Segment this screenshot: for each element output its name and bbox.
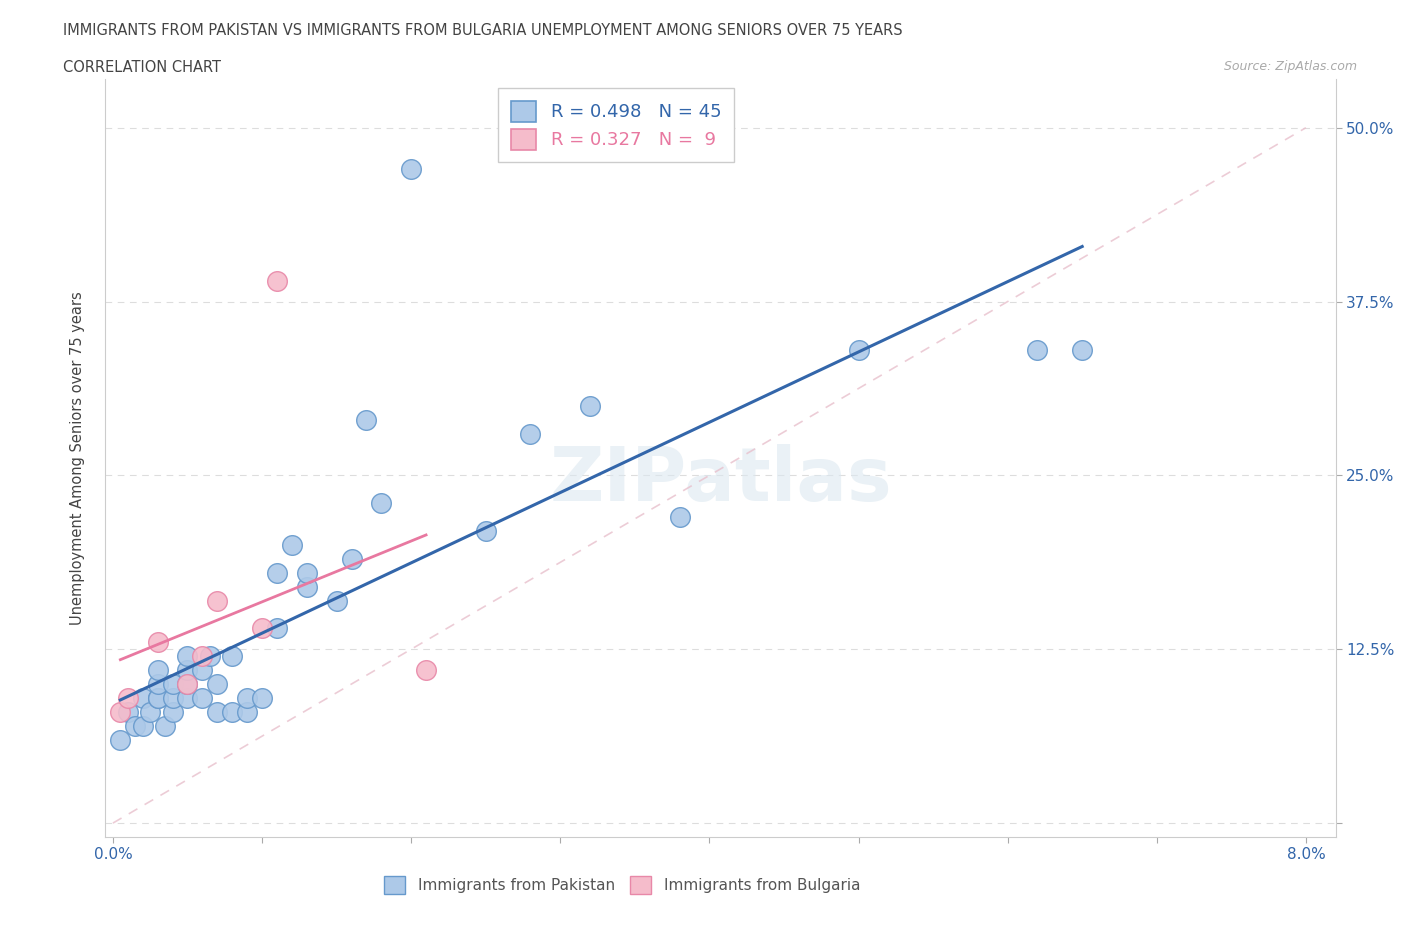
Point: [370, 496, 392, 511]
Point: [176, 663, 198, 678]
Point: [176, 677, 198, 692]
Point: [668, 510, 690, 525]
Point: [848, 343, 870, 358]
Point: [162, 690, 184, 705]
Point: [146, 690, 169, 705]
Text: IMMIGRANTS FROM PAKISTAN VS IMMIGRANTS FROM BULGARIA UNEMPLOYMENT AMONG SENIORS : IMMIGRANTS FROM PAKISTAN VS IMMIGRANTS F…: [63, 23, 903, 38]
Point: [139, 704, 162, 719]
Point: [474, 524, 496, 538]
Point: [146, 635, 169, 650]
Point: [281, 538, 304, 552]
Point: [356, 412, 378, 427]
Point: [519, 426, 541, 441]
Point: [236, 690, 259, 705]
Point: [132, 690, 155, 705]
Point: [176, 649, 198, 664]
Point: [1071, 343, 1094, 358]
Point: [117, 690, 139, 705]
Point: [191, 663, 214, 678]
Point: [266, 565, 288, 580]
Point: [124, 718, 146, 733]
Y-axis label: Unemployment Among Seniors over 75 years: Unemployment Among Seniors over 75 years: [70, 291, 84, 625]
Point: [340, 551, 363, 566]
Point: [295, 579, 318, 594]
Point: [207, 593, 229, 608]
Point: [191, 649, 214, 664]
Point: [579, 398, 602, 413]
Point: [110, 704, 132, 719]
Point: [162, 677, 184, 692]
Point: [132, 718, 155, 733]
Point: [266, 273, 288, 288]
Point: [153, 718, 176, 733]
Point: [198, 649, 221, 664]
Point: [236, 704, 259, 719]
Point: [399, 162, 422, 177]
Legend: Immigrants from Pakistan, Immigrants from Bulgaria: Immigrants from Pakistan, Immigrants fro…: [384, 876, 860, 894]
Point: [250, 690, 273, 705]
Point: [250, 621, 273, 636]
Point: [146, 677, 169, 692]
Point: [221, 704, 243, 719]
Point: [162, 704, 184, 719]
Point: [325, 593, 347, 608]
Point: [415, 663, 437, 678]
Point: [207, 704, 229, 719]
Text: ZIPatlas: ZIPatlas: [550, 445, 891, 517]
Point: [110, 732, 132, 747]
Point: [176, 677, 198, 692]
Point: [191, 690, 214, 705]
Text: CORRELATION CHART: CORRELATION CHART: [63, 60, 221, 75]
Point: [146, 690, 169, 705]
Point: [117, 704, 139, 719]
Point: [266, 621, 288, 636]
Point: [146, 663, 169, 678]
Point: [295, 565, 318, 580]
Point: [221, 649, 243, 664]
Point: [1026, 343, 1049, 358]
Text: Source: ZipAtlas.com: Source: ZipAtlas.com: [1223, 60, 1357, 73]
Point: [207, 677, 229, 692]
Point: [176, 690, 198, 705]
